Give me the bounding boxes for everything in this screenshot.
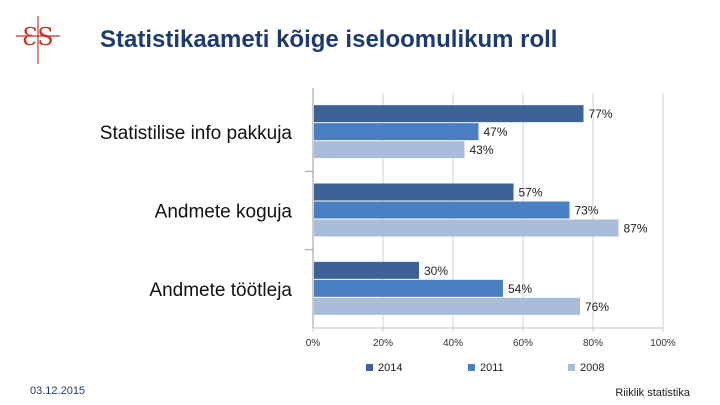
slide-date: 03.12.2015 xyxy=(30,385,86,397)
labels-layer: 77% 47% 43% 57% 73% 87% 30% 54% 76% xyxy=(424,107,648,314)
axis-layer: 0% 20% 40% 60% 80% 100% Statistilise info pakk… xyxy=(100,88,676,349)
bar xyxy=(314,219,619,237)
data-label: 30% xyxy=(424,264,448,278)
bar xyxy=(314,261,419,279)
legend-layer: 2014 2011 2008 xyxy=(366,362,604,374)
data-label: 47% xyxy=(484,125,508,139)
data-label: 57% xyxy=(519,186,543,200)
bar-chart: 77% 47% 43% 57% 73% 87% 30% 54% 76% 0% 20% 40% 60% 8… xyxy=(100,88,676,374)
legend-label: 2014 xyxy=(378,362,402,374)
data-label: 73% xyxy=(575,204,599,218)
legend-swatch xyxy=(568,364,575,371)
bar xyxy=(314,141,465,159)
legend-label: 2008 xyxy=(580,362,604,374)
x-tick-label: 40% xyxy=(443,338,463,349)
es-logo-icon: ƐS xyxy=(14,14,62,66)
category-label: Andmete koguja xyxy=(155,202,293,223)
data-label: 54% xyxy=(508,282,532,296)
slide-title: Statistikaameti kõige iseloomulikum roll xyxy=(100,26,558,53)
slide-footer: Riiklik statistika xyxy=(615,387,690,399)
bar xyxy=(314,297,580,315)
bars-layer xyxy=(314,105,619,315)
legend-label: 2011 xyxy=(480,362,504,374)
legend-swatch xyxy=(366,364,373,371)
data-label: 77% xyxy=(589,107,613,121)
svg-text:ƐS: ƐS xyxy=(22,23,53,51)
category-label: Statistilise info pakkuja xyxy=(100,123,293,144)
data-label: 43% xyxy=(470,143,494,157)
data-label: 76% xyxy=(585,300,609,314)
bar xyxy=(314,201,570,219)
x-tick-label: 20% xyxy=(373,338,393,349)
x-tick-label: 100% xyxy=(650,338,676,349)
x-tick-label: 60% xyxy=(513,338,533,349)
x-tick-label: 80% xyxy=(583,338,603,349)
bar xyxy=(314,105,584,123)
data-label: 87% xyxy=(624,222,648,236)
bar xyxy=(314,183,514,201)
bar xyxy=(314,123,479,141)
x-tick-label: 0% xyxy=(306,338,321,349)
bar xyxy=(314,279,503,297)
legend-swatch xyxy=(468,364,475,371)
category-label: Andmete töötleja xyxy=(149,280,292,301)
